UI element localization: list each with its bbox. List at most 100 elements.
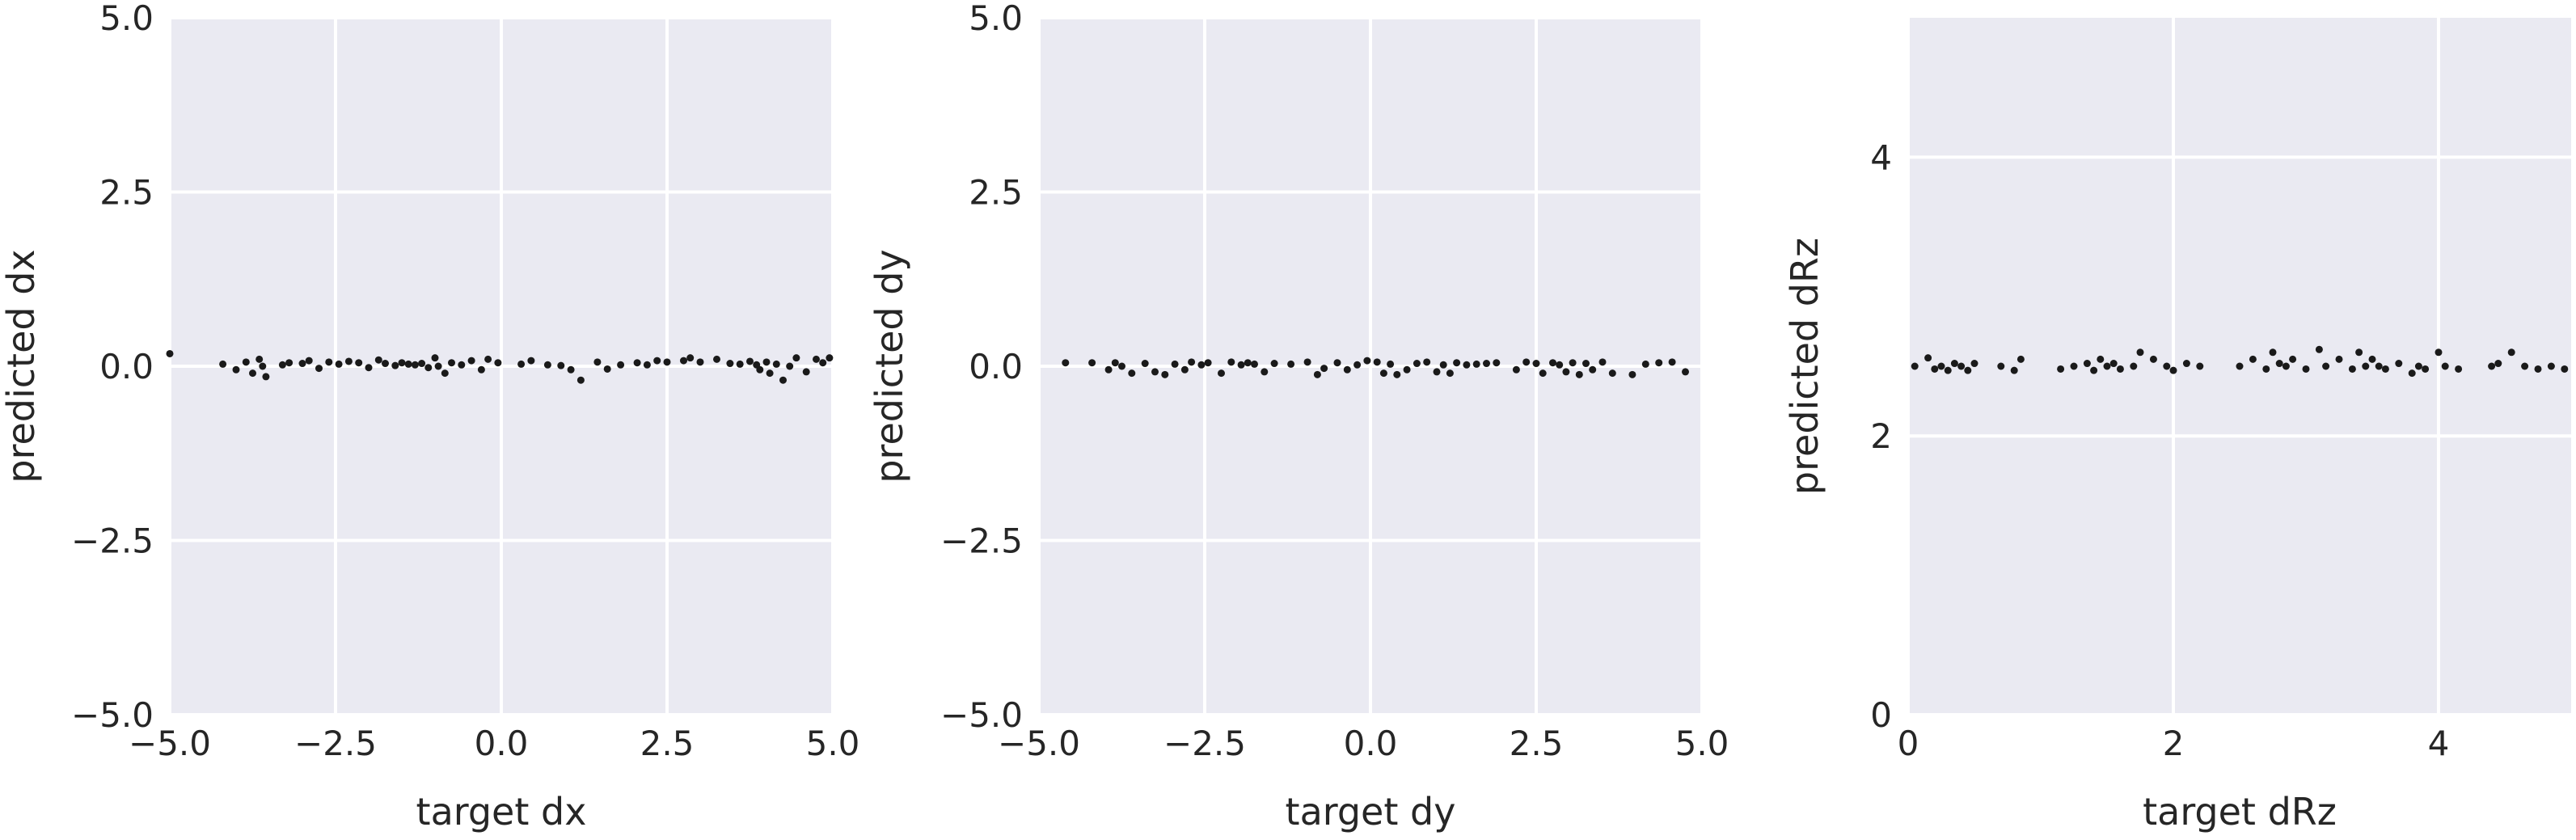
y-tick-label: 4 (1870, 137, 1892, 177)
scatter-point (772, 360, 780, 368)
y-tick-label: 0 (1870, 695, 1892, 735)
scatter-point (2116, 365, 2124, 373)
scatter-point (2521, 362, 2529, 370)
scatter-point (2109, 360, 2118, 368)
x-tick-label: 5.0 (1675, 724, 1729, 763)
scatter-point (1682, 368, 1689, 376)
scatter-point (2149, 355, 2157, 363)
scatter-point (1997, 362, 2005, 370)
scatter-point (1287, 360, 1295, 368)
scatter-point (1161, 370, 1169, 378)
scatter-point (2010, 366, 2018, 374)
scatter-point (746, 357, 754, 365)
scatter-point (2381, 365, 2389, 373)
scatter-point (391, 361, 399, 369)
x-tick-label: −5.0 (998, 724, 1080, 763)
scatter-point (517, 360, 526, 368)
scatter-point (786, 362, 794, 370)
scatter-point (1911, 362, 1919, 370)
scatter-point (2070, 362, 2078, 370)
scatter-point (1453, 359, 1461, 367)
y-axis-label: predicted dy (868, 249, 911, 483)
scatter-point (1218, 369, 1225, 378)
scatter-point (643, 361, 651, 369)
scatter-point (557, 361, 565, 369)
x-tick-label: 0.0 (475, 724, 529, 763)
scatter-point (404, 360, 412, 368)
scatter-point (1446, 369, 1454, 378)
scatter-point (1493, 359, 1501, 367)
scatter-point (1270, 360, 1278, 368)
scatter-point (1950, 360, 1958, 368)
scatter-point (1237, 361, 1245, 369)
scatter-point (756, 365, 764, 374)
x-tick-label: 0 (1898, 724, 1919, 763)
scatter-point (1655, 359, 1663, 367)
scatter-point (325, 358, 333, 366)
x-tick-label: −5.0 (129, 724, 211, 763)
scatter-point (1641, 360, 1649, 368)
scatter-point (431, 354, 439, 362)
scatter-point (344, 357, 353, 365)
y-axis-label: predicted dRz (1783, 238, 1826, 495)
scatter-point (2435, 348, 2443, 357)
scatter-point (779, 376, 787, 384)
scatter-point (2302, 365, 2310, 373)
scatter-point (2488, 362, 2496, 370)
scatter-point (2441, 362, 2449, 370)
scatter-point (494, 359, 502, 367)
scatter-point (2196, 362, 2204, 370)
scatter-point (1931, 365, 1939, 373)
scatter-point (2395, 360, 2403, 368)
scatter-point (802, 368, 810, 376)
scatter-point (1118, 362, 1125, 370)
scatter-point (424, 364, 433, 372)
scatter-point (355, 359, 363, 367)
scatter-point (1251, 360, 1258, 368)
scatter-point (374, 356, 382, 364)
scatter-point (2322, 362, 2330, 370)
scatter-point (1333, 359, 1341, 367)
y-tick-label: 5.0 (969, 0, 1023, 38)
scatter-point (448, 359, 455, 367)
x-tick-labels: −5.0 −2.5 0.0 2.5 5.0 (998, 724, 1729, 763)
scatter-point (335, 360, 343, 368)
scatter-point (2348, 365, 2356, 373)
scatter-point (2262, 365, 2270, 373)
scatter-point (1964, 366, 1972, 374)
scatter-point (766, 369, 774, 378)
scatter-point (762, 358, 771, 366)
scatter-point (2494, 360, 2502, 368)
scatter-point (1062, 359, 1070, 367)
scatter-point (411, 361, 419, 369)
y-tick-labels: −5.0 −2.5 0.0 2.5 5.0 (940, 0, 1023, 735)
x-tick-label: 2.5 (1510, 724, 1564, 763)
scatter-point (2408, 369, 2416, 378)
grid-lines (1037, 16, 1704, 716)
scatter-point (1204, 359, 1212, 367)
scatter-point (278, 361, 286, 369)
scatter-point (1088, 359, 1096, 367)
scatter-point (2422, 365, 2430, 373)
scatter-point (1532, 360, 1540, 368)
y-tick-label: 0.0 (969, 347, 1023, 386)
scatter-point (576, 376, 585, 384)
scatter-point (1353, 361, 1362, 369)
scatter-point (434, 362, 442, 370)
scatter-point (1313, 370, 1321, 378)
scatter-point (567, 365, 575, 374)
scatter-point (2016, 355, 2025, 363)
scatter-point (1303, 358, 1311, 366)
scatter-point (232, 365, 240, 374)
scatter-point (2414, 362, 2422, 370)
scatter-point (819, 359, 827, 367)
scatter-point (2275, 360, 2283, 368)
y-tick-label: 2 (1870, 416, 1892, 456)
scatter-point (262, 373, 270, 381)
scatter-point (1363, 357, 1371, 365)
scatter-point (2315, 345, 2323, 353)
scatter-point (2136, 348, 2144, 357)
scatter-panel-dx: −5.0 −2.5 0.0 2.5 5.0 −5.0 −2.5 0.0 2.5 5.0 targ… (0, 0, 859, 834)
scatter-point (477, 365, 485, 374)
